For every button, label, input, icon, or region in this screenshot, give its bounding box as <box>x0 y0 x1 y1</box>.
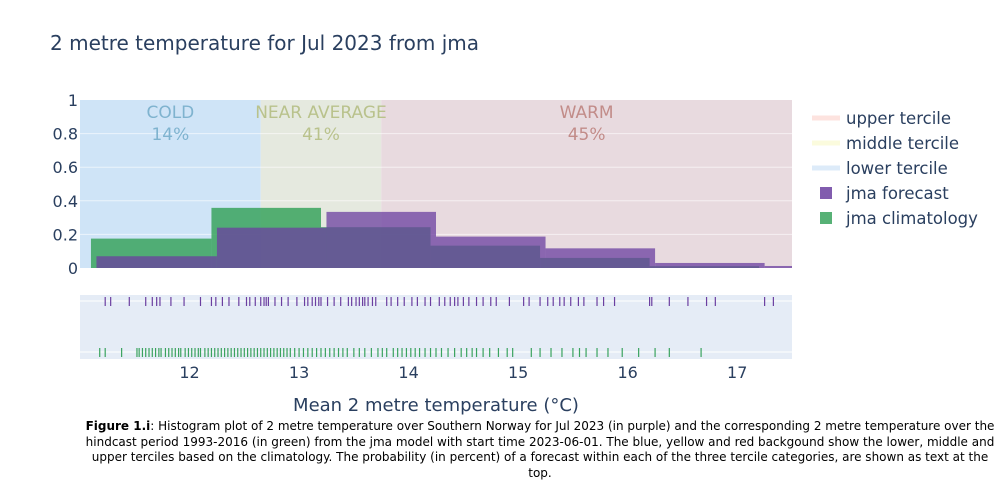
x-tick-label-2: 14 <box>398 363 418 382</box>
tercile-probability-2: 45% <box>568 125 606 145</box>
figure-caption: Figure 1.i: Histogram plot of 2 metre te… <box>80 419 1000 481</box>
x-tick-label-0: 12 <box>179 363 199 382</box>
histogram-chart: 2 metre temperature for Jul 2023 from jm… <box>50 31 978 415</box>
tercile-label-0: COLD <box>146 103 194 123</box>
legend: upper tercile middle tercile lower tercile… <box>812 109 978 228</box>
legend-label-4: jma climatology <box>845 209 978 228</box>
tercile-label-2: WARM <box>560 103 614 123</box>
legend-swatch-4 <box>820 212 832 224</box>
caption-text: : Histogram plot of 2 metre temperature … <box>85 419 995 480</box>
y-tick-label-3: 0.6 <box>53 158 78 177</box>
legend-label-3: jma forecast <box>845 184 949 203</box>
histogram-bar-1-2 <box>326 211 436 268</box>
histogram-bar-1-3 <box>436 236 546 268</box>
histogram-bar-1-0 <box>96 256 217 268</box>
chart-title: 2 metre temperature for Jul 2023 from jm… <box>50 31 479 55</box>
rug-plot-area <box>80 295 792 359</box>
histogram-bar-1-4 <box>545 248 656 268</box>
legend-label-2: lower tercile <box>846 159 948 178</box>
x-tick-label-1: 13 <box>289 363 309 382</box>
x-tick-label-5: 17 <box>727 363 747 382</box>
x-tick-label-3: 15 <box>508 363 528 382</box>
figure-label: Figure 1.i <box>85 419 151 433</box>
y-tick-label-4: 0.8 <box>53 125 78 144</box>
histogram-bar-1-6 <box>764 265 792 268</box>
y-tick-label-5: 1 <box>68 91 78 110</box>
y-tick-label-1: 0.2 <box>53 225 78 244</box>
x-axis: 12 13 14 15 16 17 <box>179 363 747 382</box>
legend-swatch-3 <box>820 187 832 199</box>
tercile-probability-0: 14% <box>151 125 189 145</box>
tercile-label-1: NEAR AVERAGE <box>255 103 387 123</box>
histogram-bar-1-5 <box>655 262 765 268</box>
legend-label-0: upper tercile <box>846 109 951 128</box>
tercile-probability-1: 41% <box>302 125 340 145</box>
x-tick-label-4: 16 <box>618 363 638 382</box>
legend-label-1: middle tercile <box>846 134 959 153</box>
y-tick-label-2: 0.4 <box>53 192 78 211</box>
x-axis-title: Mean 2 metre temperature (°C) <box>293 395 579 415</box>
histogram-bar-1-1 <box>216 227 327 268</box>
y-tick-label-0: 0 <box>68 259 78 278</box>
